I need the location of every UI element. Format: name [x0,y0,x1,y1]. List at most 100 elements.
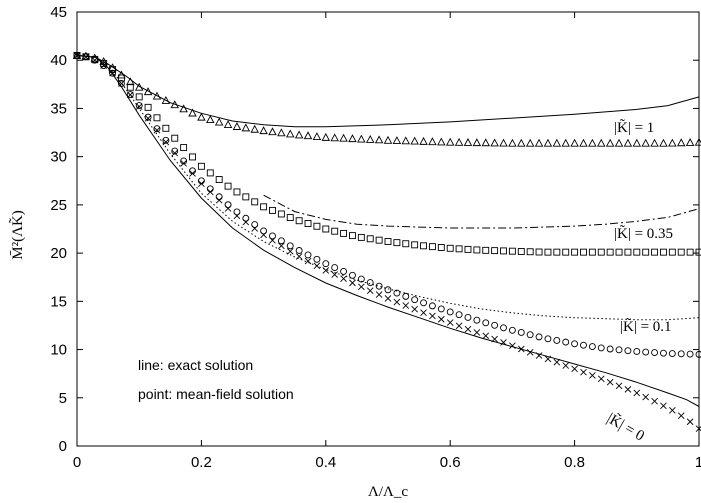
square-marker [126,83,134,91]
circle-marker [606,345,614,353]
y-tick-label: 0 [59,438,67,455]
cross-marker [624,386,632,393]
circle-marker [580,341,587,349]
cross-marker [420,309,427,316]
circle-marker [420,299,427,307]
square-marker [366,235,374,243]
cross-marker [393,298,401,306]
circle-marker [206,185,214,193]
cross-marker [411,305,418,313]
cross-marker [135,103,143,110]
cross-marker [589,372,596,379]
circle-marker [544,335,552,343]
circle-marker [660,349,667,357]
cross-marker [340,275,347,283]
circle-marker [482,319,490,327]
triangle-marker [659,138,668,147]
cross-marker [553,358,561,366]
square-marker [384,238,392,245]
circle-marker [651,349,659,357]
triangle-marker [268,127,277,136]
circle-marker [135,102,143,110]
cross-marker [366,287,374,295]
x-tick-label: 0.4 [315,454,336,471]
annotation-k-1: |K̃| = 1 [614,119,654,136]
square-marker [393,239,401,247]
square-marker [588,248,596,256]
triangle-marker [161,96,171,104]
circle-marker [171,147,179,155]
cross-marker [544,355,552,363]
triangle-marker [650,138,659,147]
annotation-k-035: |K̃| = 0.35 [614,225,673,242]
cross-marker [260,231,267,239]
cross-marker [269,236,276,244]
circle-marker [366,279,374,287]
triangle-marker [534,138,544,147]
square-marker [571,248,579,256]
square-marker [491,247,499,255]
y-tick-label: 25 [50,197,67,214]
x-tick-label: 0.2 [191,454,212,471]
circle-marker [411,296,419,304]
square-marker [428,243,436,251]
triangle-marker [445,137,455,146]
cross-marker [82,53,90,61]
cross-marker [295,253,303,260]
circle-marker [82,53,90,61]
square-marker [660,248,667,256]
cross-marker [304,257,312,265]
square-marker [171,134,179,142]
triangle-marker [365,134,375,143]
circle-marker [677,350,685,358]
circle-marker [144,113,152,121]
triangle-marker [312,132,322,141]
exact-curve-1 [263,194,700,229]
triangle-marker [579,138,588,147]
circle-marker [437,305,445,313]
square-marker [322,225,330,233]
cross-marker [242,218,250,226]
triangle-marker [410,136,419,145]
square-marker [135,93,143,101]
triangle-marker [525,138,535,147]
square-marker [349,232,356,240]
triangle-marker [259,126,268,135]
square-marker [500,247,507,255]
square-marker [517,248,525,255]
square-marker [535,248,543,256]
circle-marker [233,208,241,216]
cross-marker [180,159,187,167]
circle-marker [109,69,116,77]
circle-marker [384,286,392,294]
cross-marker [695,425,701,432]
triangle-marker [676,138,686,147]
cross-marker [384,295,392,302]
cross-marker [677,412,685,420]
cross-marker [144,115,152,122]
x-axis-label: Λ/Λ_c [368,484,408,500]
circle-marker [695,350,701,358]
triangle-marker [241,123,251,132]
circle-marker [571,340,579,348]
cross-marker [206,188,214,196]
cross-marker [509,342,516,350]
square-marker [695,248,701,256]
cross-marker [278,242,285,250]
triangle-marker [134,82,144,91]
x-tick-label: 0.8 [564,454,585,471]
triangle-marker [152,91,162,100]
square-marker [224,182,232,190]
cross-marker [118,80,125,87]
square-marker [375,236,383,244]
square-marker [455,245,463,253]
circle-marker [597,344,605,352]
triangle-marker [188,108,197,117]
triangle-marker [614,138,624,147]
exact-curve-3 [76,54,700,407]
y-tick-label: 35 [50,100,67,117]
circle-marker [473,316,481,324]
circle-marker [331,264,339,272]
triangle-marker [481,138,490,147]
triangle-marker [454,137,464,146]
